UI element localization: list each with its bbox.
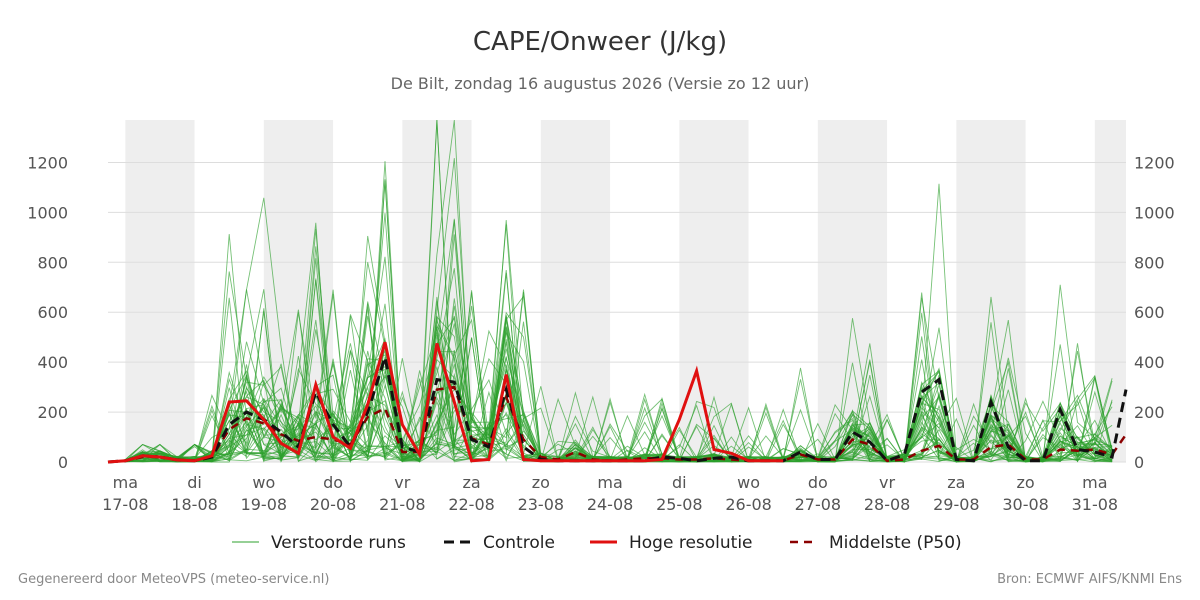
x-tick-date-4: 21-08 [379,495,426,514]
x-tick-weekday-3: do [323,473,343,492]
x-tick-weekday-12: za [947,473,965,492]
ensemble-run-41 [125,246,1113,463]
legend-label-ensemble: Verstoorde runs [271,533,406,553]
y-tick-left-1200: 1200 [27,153,68,172]
x-tick-date-8: 25-08 [656,495,703,514]
x-tick-weekday-1: di [187,473,202,492]
x-tick-weekday-14: ma [1082,473,1107,492]
y-tick-right-1000: 1000 [1134,203,1175,222]
y-tick-right-0: 0 [1134,453,1144,472]
y-tick-left-800: 800 [37,253,68,272]
x-tick-weekday-0: ma [113,473,138,492]
x-tick-weekday-2: wo [252,473,275,492]
series-hires-line [107,341,784,464]
y-tick-left-600: 600 [37,303,68,322]
y-tick-left-200: 200 [37,403,68,422]
x-tick-date-14: 31-08 [1072,495,1119,514]
x-tick-date-5: 22-08 [448,495,495,514]
x-tick-weekday-4: vr [394,473,410,492]
x-tick-date-13: 30-08 [1002,495,1049,514]
y-tick-left-0: 0 [58,453,68,472]
main-lines [107,341,1128,464]
x-tick-date-10: 27-08 [795,495,842,514]
shade-band-3 [540,120,611,462]
x-tick-date-3: 20-08 [310,495,357,514]
y-tick-left-1000: 1000 [27,203,68,222]
chart-subtitle: De Bilt, zondag 16 augustus 2026 (Versie… [391,74,810,93]
x-tick-weekday-13: zo [1016,473,1034,492]
x-tick-date-9: 26-08 [725,495,772,514]
x-tick-date-12: 29-08 [933,495,980,514]
y-tick-right-200: 200 [1134,403,1165,422]
x-tick-date-6: 23-08 [518,495,565,514]
footer-generated-by: Gegenereerd door MeteoVPS (meteo-service… [18,572,330,587]
x-tick-weekday-7: ma [597,473,622,492]
x-tick-weekday-5: za [462,473,480,492]
y-axis-left: 0 200 400 600 800 1000 1200 [27,153,68,472]
x-tick-date-7: 24-08 [587,495,634,514]
x-tick-weekday-9: wo [737,473,760,492]
legend-label-control: Controle [483,533,555,553]
x-tick-date-0: 17-08 [102,495,149,514]
legend-label-hires: Hoge resolutie [629,533,753,553]
y-tick-right-600: 600 [1134,303,1165,322]
x-tick-date-2: 19-08 [241,495,288,514]
y-tick-right-400: 400 [1134,353,1165,372]
y-axis-right: 0 200 400 600 800 1000 1200 [1134,153,1175,472]
y-tick-right-1200: 1200 [1134,153,1175,172]
x-tick-weekday-6: zo [532,473,550,492]
legend-label-median: Middelste (P50) [829,533,962,553]
footer-source: Bron: ECMWF AIFS/KNMI Ens [997,572,1182,587]
ensemble-run-47 [125,284,1113,463]
legend: Verstoorde runs Controle Hoge resolutie Mid… [232,533,962,553]
y-tick-right-800: 800 [1134,253,1165,272]
x-tick-weekday-10: do [808,473,828,492]
shade-band-4 [679,120,749,462]
x-tick-weekday-8: di [672,473,687,492]
chart-title: CAPE/Onweer (J/kg) [473,27,727,57]
y-tick-left-400: 400 [37,353,68,372]
x-tick-date-1: 18-08 [171,495,218,514]
x-tick-weekday-11: vr [879,473,895,492]
shade-band-0 [125,120,195,462]
ensemble-run-43 [125,326,1113,463]
x-tick-date-11: 28-08 [864,495,911,514]
x-axis: ma 17-08 di 18-08 wo 19-08 do 20-08 vr 21-08 za 22-… [102,473,1118,514]
